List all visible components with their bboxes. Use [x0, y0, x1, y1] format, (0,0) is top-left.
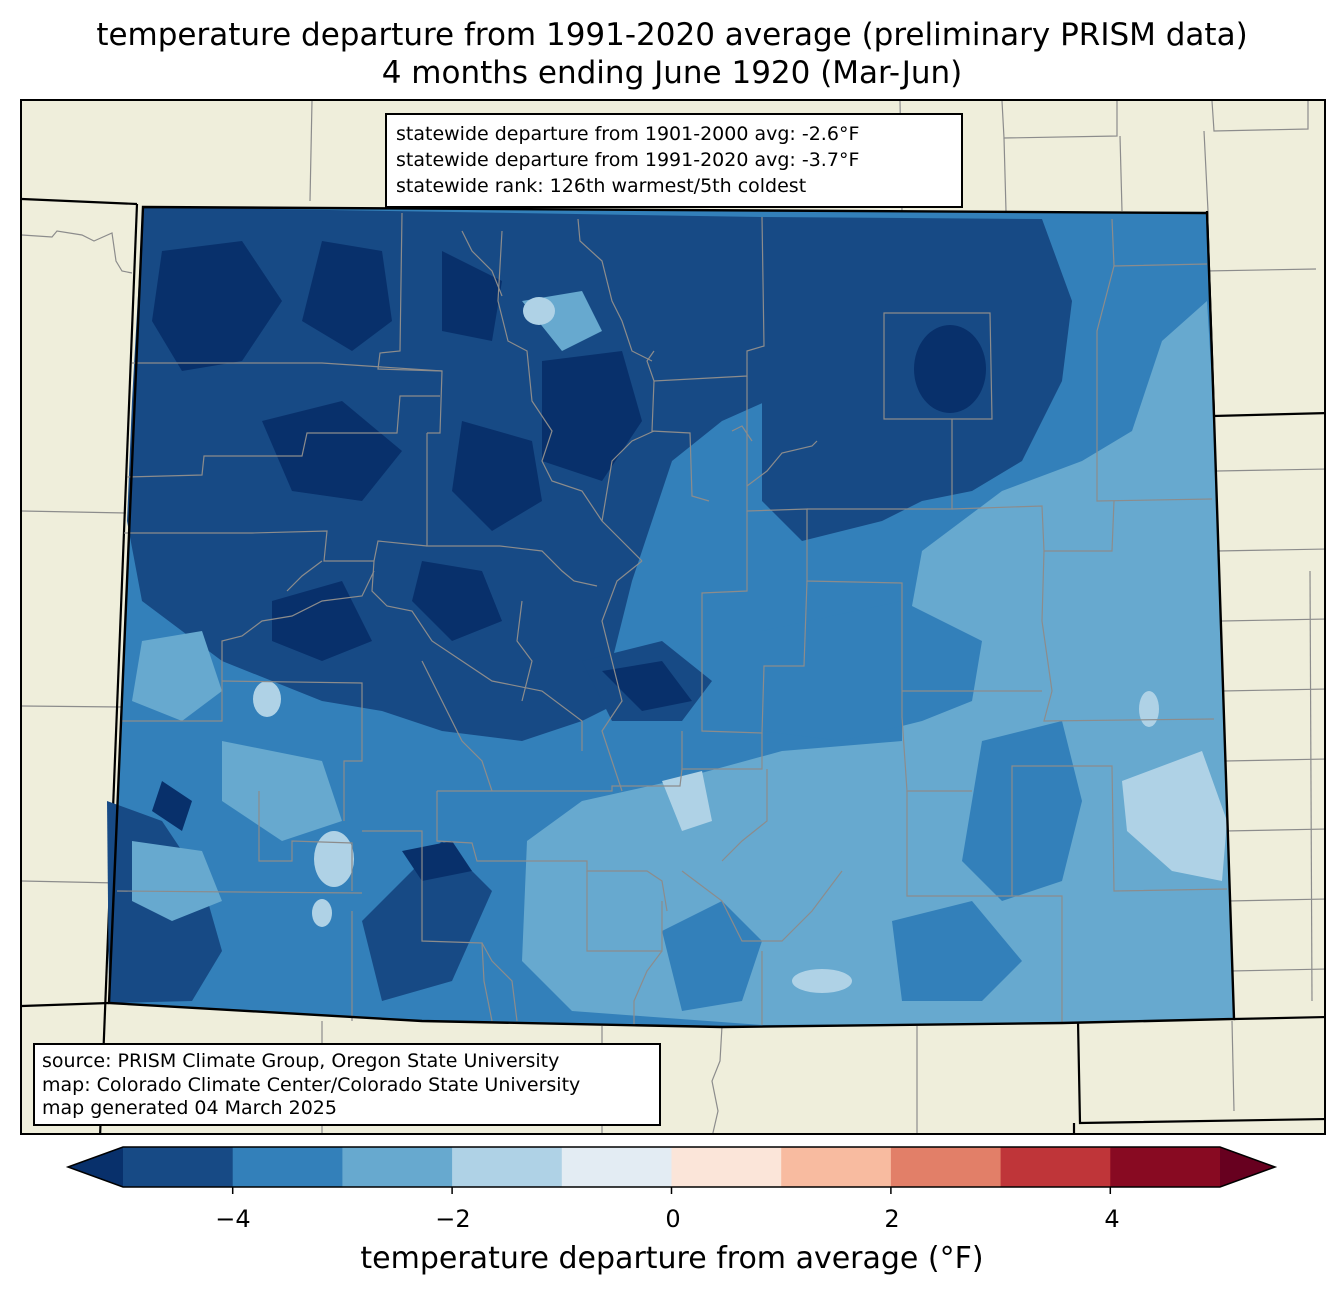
region-minus-2-to-minus-1 [253, 297, 1227, 993]
colorbar-bin [890, 1147, 1002, 1187]
map-title-line-2: 4 months ending June 1920 (Mar-Jun) [381, 55, 963, 91]
colorbar-bin [342, 1147, 453, 1187]
source-line-3: map generated 04 March 2025 [42, 1097, 337, 1119]
colorbar-label: temperature departure from average (°F) [360, 1241, 984, 1276]
statewide-stats-box: statewide departure from 1901-2000 avg: … [385, 113, 963, 208]
colorbar-bin [781, 1147, 892, 1187]
colorbar-bin [1000, 1147, 1111, 1187]
colorbar-bin [561, 1147, 672, 1187]
colorbar [65, 1146, 1278, 1194]
stats-line-3: statewide rank: 126th warmest/5th coldes… [396, 175, 807, 197]
colorado-county-lines [116, 212, 1228, 1025]
colorbar-bin [1110, 1147, 1221, 1187]
region-minus-4-to-minus-3-east [762, 601, 982, 741]
region-minus-4-to-minus-3-south-central [662, 901, 762, 1011]
colorbar-bin [452, 1147, 563, 1187]
source-line-2: map: Colorado Climate Center/Colorado St… [42, 1073, 581, 1096]
colorbar-tick-label: −4 [215, 1205, 251, 1233]
colorbar-bin [123, 1147, 234, 1187]
colorbar-tick-label: −2 [435, 1205, 471, 1233]
colorado-state-outline [107, 205, 1236, 1029]
colorbar-bin [671, 1147, 782, 1187]
map-title-line-1: temperature departure from 1991-2020 ave… [96, 17, 1248, 53]
stats-line-1: statewide departure from 1901-2000 avg: … [396, 123, 860, 145]
map-panel: statewide departure from 1901-2000 avg: … [20, 99, 1326, 1135]
source-line-1: source: PRISM Climate Group, Oregon Stat… [42, 1050, 560, 1072]
stats-line-2: statewide departure from 1991-2020 avg: … [396, 149, 860, 171]
colorbar-tick-label: 2 [884, 1205, 900, 1233]
source-box: source: PRISM Climate Group, Oregon Stat… [33, 1043, 661, 1126]
colorbar-extend-high [1220, 1147, 1275, 1187]
colorbar-extend-low [68, 1147, 123, 1187]
region-below-minus-4-san-juan [362, 841, 492, 1001]
region-below-minus-5 [152, 241, 986, 881]
colorbar-tick-label: 4 [1104, 1205, 1120, 1233]
colorado-temperature-map [22, 101, 1324, 1133]
region-minus-3-to-minus-2-west [132, 631, 222, 721]
colorbar-tick-label: 0 [665, 1205, 681, 1233]
region-minus-4-to-minus-3-south [892, 901, 1022, 1001]
colorbar-bin [232, 1147, 343, 1187]
